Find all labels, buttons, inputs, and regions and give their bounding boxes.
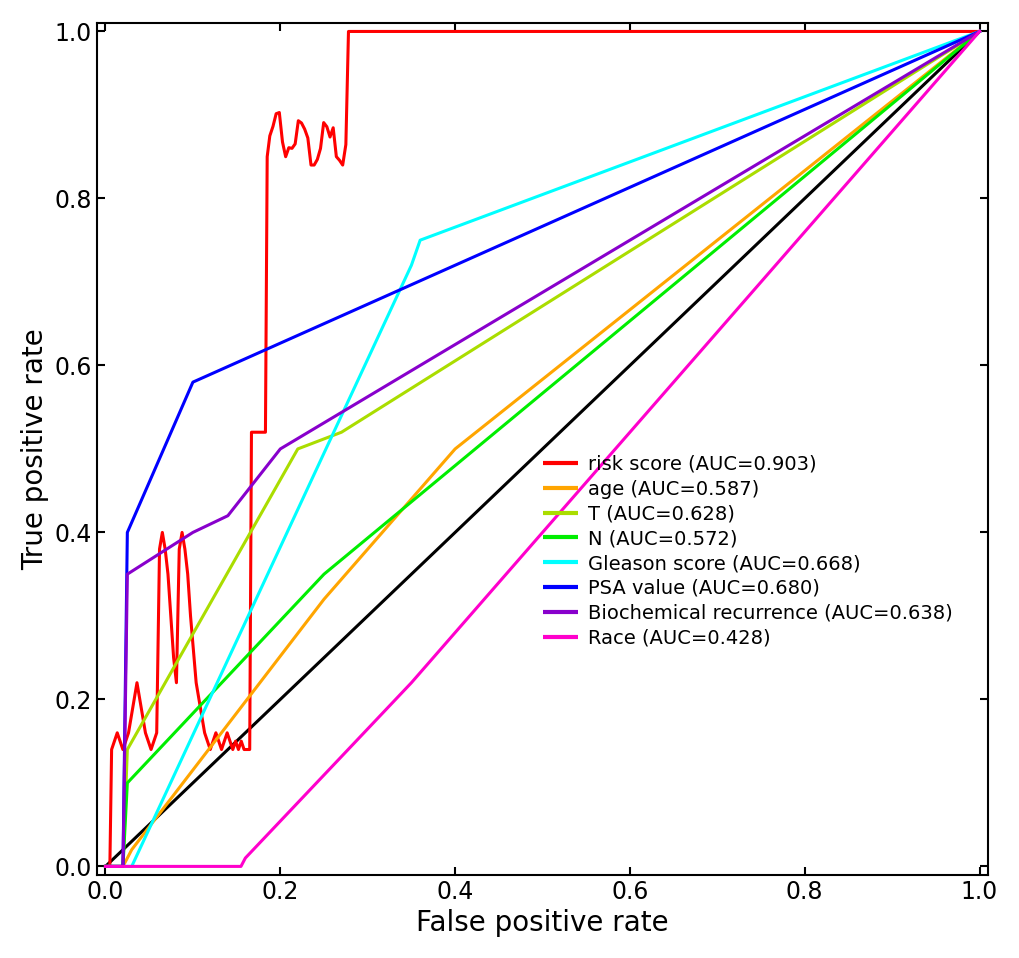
X-axis label: False positive rate: False positive rate (416, 909, 668, 937)
Y-axis label: True positive rate: True positive rate (20, 328, 49, 570)
Legend: risk score (AUC=0.903), age (AUC=0.587), T (AUC=0.628), N (AUC=0.572), Gleason s: risk score (AUC=0.903), age (AUC=0.587),… (535, 447, 960, 655)
